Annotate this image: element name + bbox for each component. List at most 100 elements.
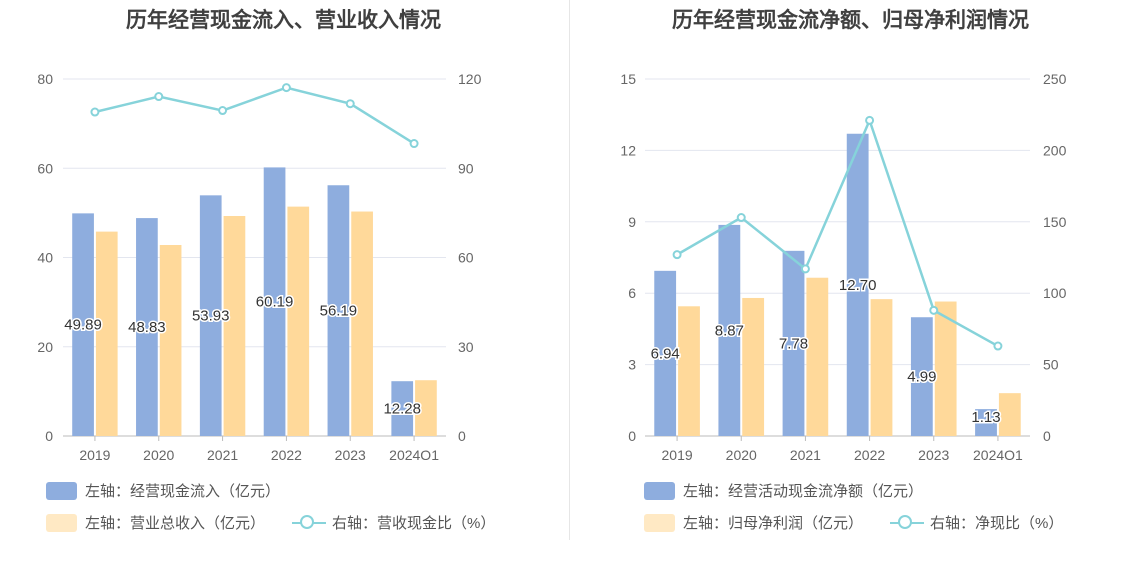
- legend-swatch: [46, 481, 77, 500]
- bar-data-label: 53.93: [192, 308, 230, 325]
- y-right-tick-label: 100: [1043, 285, 1067, 301]
- legend-item[interactable]: 右轴：净现比（%）: [890, 512, 1063, 533]
- bar: [72, 213, 94, 436]
- bar: [678, 306, 700, 436]
- line-point: [672, 250, 682, 260]
- bar: [327, 185, 350, 436]
- legend-swatch: [644, 481, 675, 500]
- bar: [95, 231, 118, 436]
- bar: [910, 317, 933, 436]
- line-point: [800, 264, 810, 274]
- bar: [846, 133, 869, 436]
- panel-divider: [569, 0, 570, 540]
- x-tick-label: 2023: [918, 447, 949, 460]
- legend-item[interactable]: 左轴：经营活动现金流净额（亿元）: [644, 480, 923, 501]
- bar-data-label: 60.19: [256, 294, 294, 311]
- bar: [782, 250, 805, 436]
- bar-data-label: 12.28: [383, 401, 421, 418]
- bar-data-label: 56.19: [320, 303, 358, 320]
- legend-label: 左轴：经营现金流入（亿元）: [85, 483, 281, 500]
- y-right-tick-label: 50: [1043, 357, 1059, 373]
- bar-data-label: 1.13: [971, 409, 1000, 426]
- line-point: [345, 99, 355, 109]
- legend-label: 左轴：归母净利润（亿元）: [683, 515, 864, 532]
- legend-swatch: [644, 513, 675, 532]
- y-left-tick-label: 40: [37, 250, 53, 266]
- x-tick-label: 2022: [271, 447, 302, 460]
- y-left-tick-label: 0: [628, 428, 636, 444]
- bar-data-label: 4.99: [907, 369, 936, 386]
- line-point: [929, 305, 939, 315]
- bar: [415, 380, 437, 436]
- line-point: [409, 139, 419, 149]
- legend-item[interactable]: 左轴：归母净利润（亿元）: [644, 512, 863, 533]
- y-left-tick-label: 20: [37, 339, 53, 355]
- chart-panel-right: 历年经营现金流净额、归母净利润情况 0 3 6 9 12 15 0 50 100 150 200 25…: [567, 0, 1134, 582]
- line-point: [736, 213, 746, 223]
- bar-data-label: 6.94: [651, 345, 680, 362]
- legend-label: 左轴：营业总收入（亿元）: [85, 515, 266, 532]
- line-point: [993, 341, 1003, 351]
- bar: [870, 299, 893, 436]
- chart-canvas: 0 20 40 60 80 0 30 60 90 120 2019 2020 2021 2022 2023 2…: [37, 71, 482, 460]
- bar: [975, 409, 997, 436]
- bar: [287, 206, 310, 436]
- x-tick-label: 2019: [79, 447, 110, 460]
- y-right-tick-label: 150: [1043, 214, 1067, 230]
- x-tick-label: 2021: [790, 447, 821, 460]
- x-tick-label: 2024Q1: [973, 447, 1023, 460]
- y-left-tick-label: 15: [620, 71, 636, 87]
- y-left-tick-label: 12: [620, 142, 636, 158]
- x-tick-label: 2024Q1: [389, 447, 439, 460]
- bar-data-label: 7.78: [779, 335, 808, 352]
- y-right-tick-label: 0: [458, 428, 466, 444]
- legend-item[interactable]: 右轴：营收现金比（%）: [292, 512, 495, 533]
- bar: [742, 297, 765, 436]
- line-point: [281, 83, 291, 93]
- y-right-tick-label: 120: [458, 71, 482, 87]
- bar: [654, 270, 677, 436]
- bar: [718, 224, 741, 436]
- bar: [934, 301, 957, 436]
- bar: [351, 211, 373, 436]
- bar-data-label: 48.83: [128, 319, 166, 336]
- y-right-tick-label: 90: [458, 160, 474, 176]
- y-left-tick-label: 80: [37, 71, 53, 87]
- bar: [136, 218, 158, 436]
- x-tick-label: 2019: [662, 447, 693, 460]
- legend-swatch: [46, 513, 77, 532]
- bar: [806, 277, 829, 436]
- chart-title: 历年经营现金流净额、归母净利润情况: [672, 9, 1029, 32]
- y-right-tick-label: 30: [458, 339, 474, 355]
- y-left-tick-label: 0: [45, 428, 53, 444]
- legend-label: 右轴：净现比（%）: [930, 515, 1064, 532]
- line-point: [865, 115, 875, 125]
- legend-item[interactable]: 左轴：经营现金流入（亿元）: [46, 480, 280, 501]
- legend-line-marker: [890, 514, 924, 532]
- bar: [263, 167, 286, 436]
- legend-item[interactable]: 左轴：营业总收入（亿元）: [46, 512, 265, 533]
- x-tick-label: 2021: [207, 447, 238, 460]
- x-tick-label: 2020: [143, 447, 174, 460]
- bar: [159, 245, 182, 436]
- line-series: [94, 86, 415, 145]
- line-point: [218, 106, 228, 116]
- y-left-tick-label: 60: [37, 160, 53, 176]
- y-right-tick-label: 0: [1043, 428, 1051, 444]
- bar: [391, 381, 414, 436]
- y-left-tick-label: 6: [628, 285, 636, 301]
- y-left-tick-label: 3: [628, 357, 636, 373]
- y-right-tick-label: 250: [1043, 71, 1067, 87]
- bar: [223, 215, 246, 436]
- bar: [199, 195, 222, 436]
- x-tick-label: 2020: [726, 447, 757, 460]
- legend-label: 左轴：经营活动现金流净额（亿元）: [683, 483, 924, 500]
- chart-title: 历年经营现金流入、营业收入情况: [126, 9, 441, 32]
- legend-label: 右轴：营收现金比（%）: [332, 515, 496, 532]
- bar: [998, 393, 1021, 436]
- bar-data-label: 49.89: [64, 317, 102, 334]
- line-point: [90, 107, 100, 117]
- x-tick-label: 2022: [854, 447, 885, 460]
- line-point: [154, 92, 164, 102]
